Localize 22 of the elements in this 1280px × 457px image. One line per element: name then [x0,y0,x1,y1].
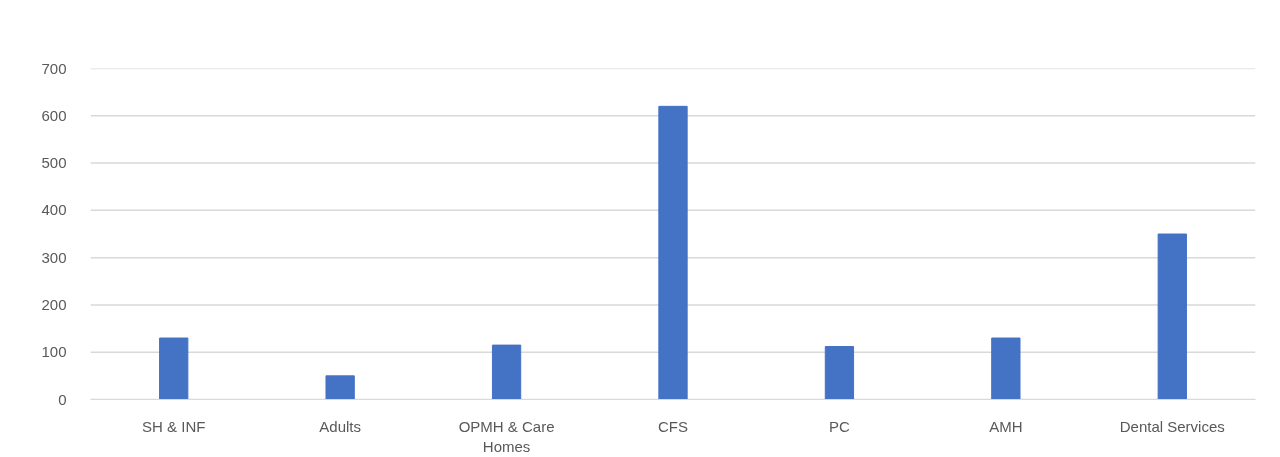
bar [325,375,355,400]
x-tick-label: Adults [319,417,361,435]
y-tick-label: 200 [41,295,67,313]
bar [159,337,189,400]
y-tick-label: 300 [41,248,67,266]
y-tick-label: 600 [41,106,67,124]
bar [1157,233,1187,400]
y-tick-label: 500 [41,154,67,172]
x-tick-label: CFS [658,417,688,435]
bar [658,105,688,400]
x-tick-label: SH & INF [142,417,206,435]
bar [824,346,855,400]
y-tick-label: 400 [41,201,67,219]
x-tick-label: PC [829,417,851,435]
bar [491,344,522,400]
x-tick-label: Dental Services [1119,417,1225,435]
x-tick-label: OPMH & Care Homes [458,417,555,455]
x-tick-label: AMH [989,417,1023,435]
y-tick-label: 700 [41,59,67,77]
y-tick-label: 0 [58,390,67,408]
bar [991,337,1021,400]
y-tick-label: 100 [41,343,67,361]
